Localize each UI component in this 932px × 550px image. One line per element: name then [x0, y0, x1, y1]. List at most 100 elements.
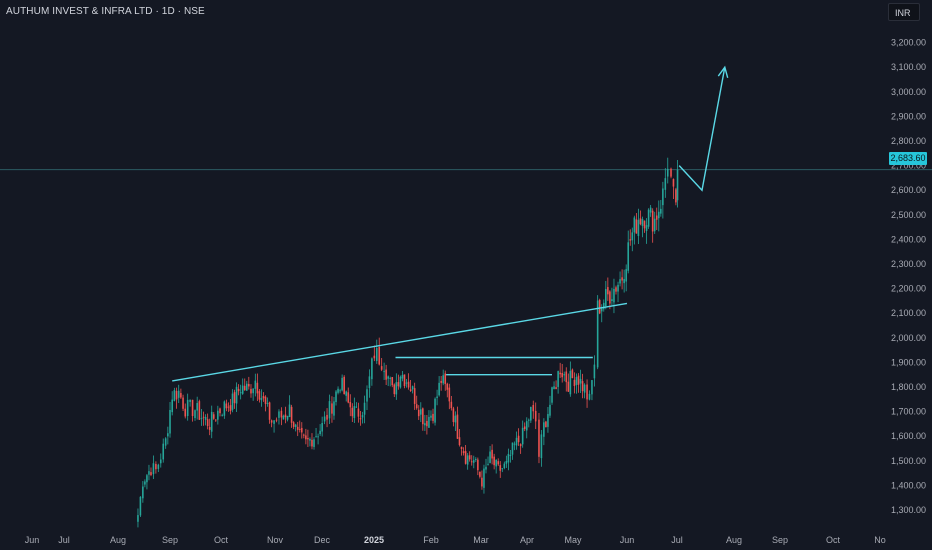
candle-body [221, 414, 223, 416]
candle [413, 382, 416, 410]
candle-body [357, 408, 360, 417]
candle-body [495, 459, 497, 467]
candle-body [167, 433, 169, 437]
candle-body [275, 419, 278, 421]
candle [602, 299, 605, 312]
candle-body [605, 289, 607, 307]
candle-body [532, 405, 535, 412]
candle [258, 388, 261, 403]
candle-body [643, 220, 646, 229]
candle-body [670, 168, 672, 177]
candle [252, 388, 254, 401]
candle [675, 187, 677, 206]
candle [239, 384, 242, 400]
candle-body [424, 423, 426, 426]
candle-body [517, 435, 520, 443]
currency-button[interactable]: INR [888, 3, 920, 21]
candle [217, 405, 219, 425]
candles [137, 157, 679, 528]
candle [629, 229, 632, 246]
candle-body [266, 403, 269, 404]
y-tick-label: 2,400.00 [891, 234, 926, 244]
candle-body [565, 371, 568, 383]
candle [442, 369, 445, 386]
candle-body [326, 414, 328, 420]
candle [444, 370, 447, 391]
candle [581, 373, 584, 399]
candle [286, 415, 289, 422]
candle-body [534, 410, 537, 422]
candle [375, 339, 378, 364]
candle [579, 369, 582, 394]
candle-body [440, 380, 442, 383]
y-tick-label: 2,800.00 [891, 136, 926, 146]
candle-body [152, 463, 155, 475]
candle-body [268, 402, 271, 420]
y-tick-label: 3,200.00 [891, 38, 926, 48]
candle [182, 394, 184, 412]
y-tick-label: 2,200.00 [891, 284, 926, 294]
candle-body [577, 375, 580, 385]
x-tick-label: Jul [671, 535, 683, 545]
candle [446, 382, 449, 398]
candle-body [525, 421, 528, 431]
candle [434, 397, 436, 426]
candle [432, 408, 434, 424]
candle-body [627, 242, 630, 271]
candle-body [442, 375, 445, 384]
candle-body [307, 438, 309, 440]
candle-body [637, 219, 640, 237]
candle-body [446, 383, 449, 390]
candle-body [551, 387, 553, 403]
candle [202, 411, 205, 426]
candle [462, 447, 465, 456]
candle [194, 409, 196, 421]
candle-body [515, 437, 518, 446]
candle-body [436, 396, 438, 398]
candle [534, 402, 537, 430]
candle [317, 433, 319, 445]
candle [651, 208, 654, 243]
candle [657, 200, 660, 232]
candle [359, 411, 362, 426]
candle [417, 405, 420, 420]
candle [588, 390, 591, 401]
candle-body [248, 383, 250, 387]
candle-body [278, 411, 280, 418]
candle [664, 168, 667, 198]
candle-body [214, 419, 217, 421]
candle [424, 414, 426, 432]
candle [186, 393, 189, 421]
candle [177, 384, 180, 404]
candle-body [609, 291, 611, 304]
y-tick-label: 2,500.00 [891, 210, 926, 220]
candle [150, 467, 152, 477]
candle-body [569, 370, 572, 395]
candle [538, 413, 540, 464]
candle-body [333, 401, 335, 416]
candle [670, 167, 672, 179]
candle-body [460, 446, 463, 450]
candle [523, 422, 526, 432]
candle [210, 405, 213, 439]
candle-body [229, 405, 232, 412]
y-tick-label: 2,700.00 [891, 161, 926, 171]
rising-trendline [172, 302, 628, 382]
candle-body [545, 421, 547, 428]
y-tick-label: 2,100.00 [891, 308, 926, 318]
candle-body [615, 287, 617, 292]
candle-body [296, 426, 299, 430]
candle [214, 419, 217, 422]
candle [472, 455, 475, 469]
candle-body [245, 383, 248, 391]
candle-body [409, 389, 412, 392]
candle-body [347, 392, 350, 403]
candle-body [413, 388, 416, 404]
candle-body [171, 399, 173, 413]
candle [547, 407, 549, 433]
candle [280, 407, 283, 426]
candle [254, 373, 257, 397]
candle-body [239, 392, 242, 394]
candle [430, 410, 432, 421]
